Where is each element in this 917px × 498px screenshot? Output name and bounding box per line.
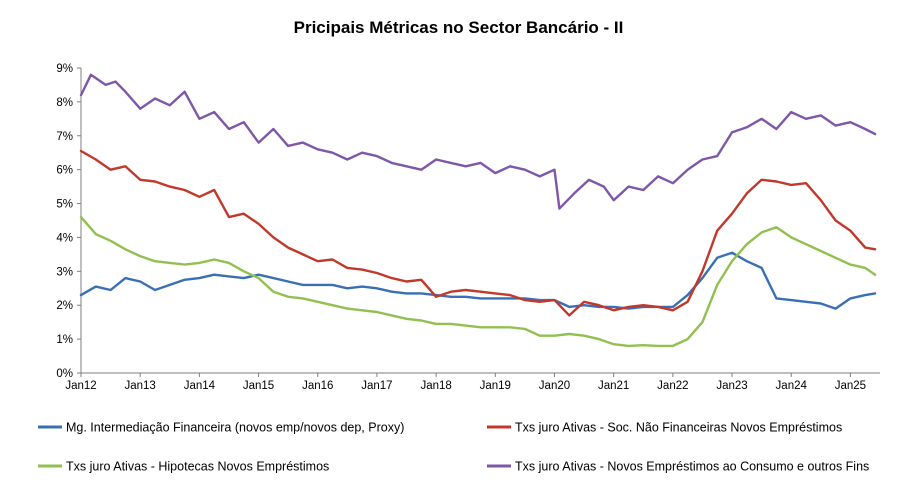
- x-tick-label: Jan24: [776, 380, 808, 392]
- x-tick-label: Jan23: [716, 380, 747, 392]
- x-tick-label: Jan25: [835, 380, 866, 392]
- y-tick-label: 6%: [56, 165, 73, 177]
- y-tick-label: 8%: [56, 97, 73, 109]
- y-tick-label: 9%: [56, 63, 73, 75]
- y-tick-label: 5%: [56, 199, 73, 211]
- axes: 0% 1% 2% 3% 4% 5% 6% 7% 8% 9% Jan12 Jan13 Jan14 Jan15…: [56, 63, 880, 392]
- legend-label-2: Txs juro Ativas - Soc. Não Financeiras N…: [515, 421, 842, 435]
- series-line-3: [79, 215, 877, 348]
- x-tick-label: Jan16: [302, 380, 333, 392]
- x-tick-label: Jan13: [125, 380, 156, 392]
- y-tick-label: 4%: [56, 232, 73, 244]
- legend-label-4: Txs juro Ativas - Novos Empréstimos ao C…: [515, 460, 869, 474]
- y-tick-label: 7%: [56, 131, 73, 143]
- y-tick-label: 0%: [56, 368, 73, 380]
- x-tick-label: Jan19: [480, 380, 511, 392]
- x-tick-label: Jan12: [65, 380, 96, 392]
- chart-title: Pricipais Métricas no Sector Bancário - …: [293, 18, 624, 37]
- legend-label-1: Mg. Intermediação Financeira (novos emp/…: [66, 421, 404, 435]
- legend: Mg. Intermediação Financeira (novos emp/…: [38, 421, 869, 474]
- x-tick-label: Jan14: [184, 380, 216, 392]
- series-line-4: [79, 73, 877, 210]
- legend-label-3: Txs juro Ativas - Hipotecas Novos Emprés…: [66, 460, 329, 474]
- series-line-1: [79, 251, 877, 310]
- x-tick-label: Jan22: [657, 380, 688, 392]
- x-tick-label: Jan17: [361, 380, 392, 392]
- y-tick-label: 2%: [56, 300, 73, 312]
- series-line-2: [79, 149, 877, 317]
- x-tick-label: Jan20: [539, 380, 570, 392]
- y-tick-label: 3%: [56, 266, 73, 278]
- y-tick-label: 1%: [56, 334, 73, 346]
- series-lines: [79, 73, 877, 348]
- x-tick-label: Jan21: [598, 380, 629, 392]
- x-tick-label: Jan18: [420, 380, 451, 392]
- x-tick-label: Jan15: [243, 380, 274, 392]
